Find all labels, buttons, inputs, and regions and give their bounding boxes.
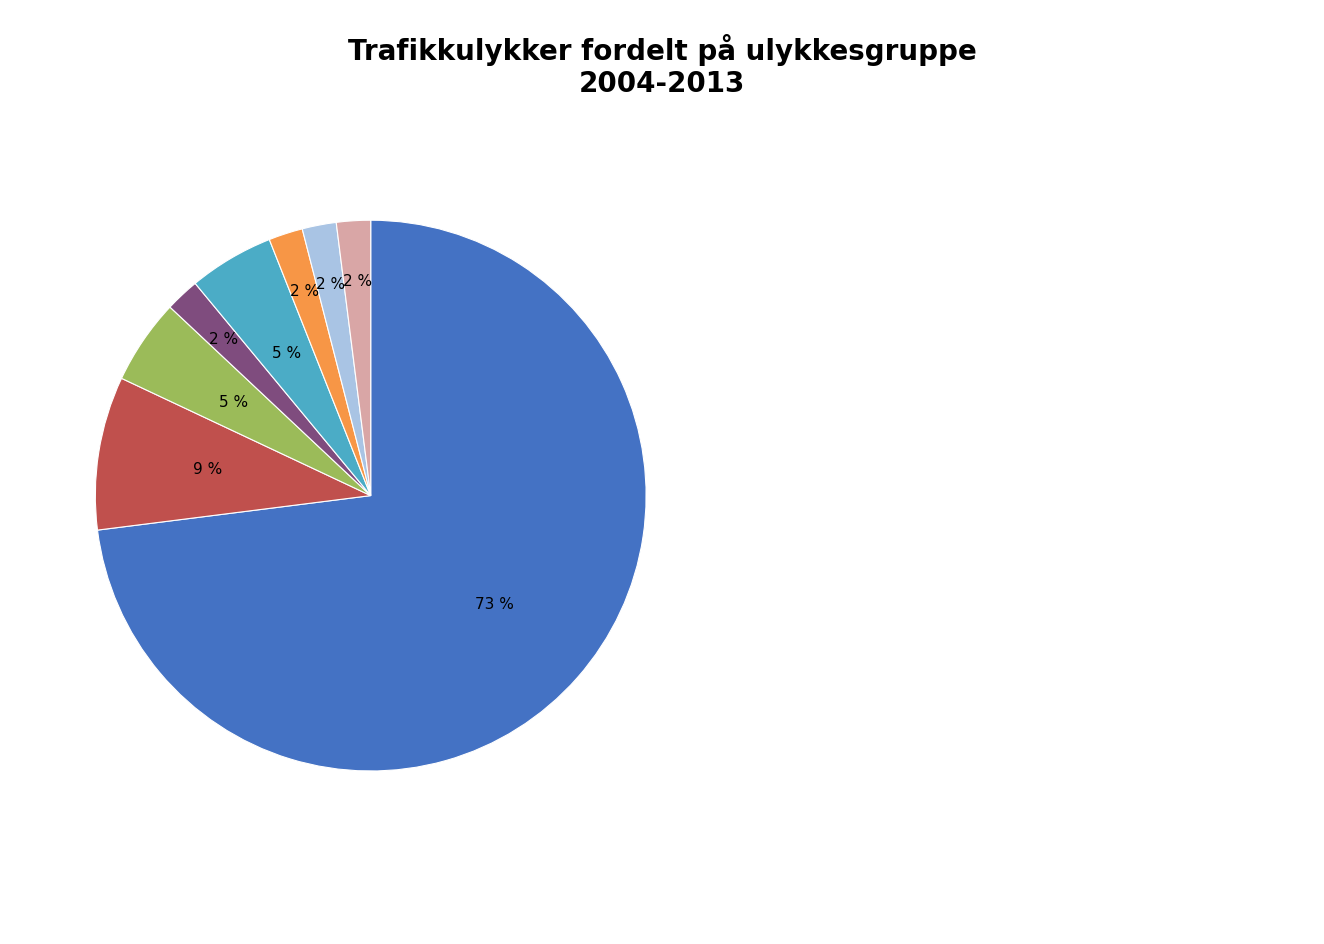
Wedge shape — [195, 240, 371, 496]
Text: 2 %: 2 % — [209, 331, 238, 346]
Wedge shape — [302, 223, 371, 496]
Wedge shape — [95, 379, 371, 531]
Text: 73 %: 73 % — [475, 598, 514, 613]
Wedge shape — [336, 220, 371, 496]
Wedge shape — [269, 228, 371, 496]
Text: 5 %: 5 % — [220, 396, 249, 411]
Text: 2 %: 2 % — [343, 274, 372, 289]
Text: 2 %: 2 % — [316, 278, 346, 292]
Text: 2 %: 2 % — [290, 284, 319, 299]
Wedge shape — [98, 220, 646, 771]
Text: Trafikkulykker fordelt på ulykkesgruppe
2004-2013: Trafikkulykker fordelt på ulykkesgruppe … — [348, 34, 976, 98]
Text: 9 %: 9 % — [193, 463, 222, 478]
Text: 5 %: 5 % — [271, 346, 301, 361]
Legend: Enslige kjøretøy utenfor veien, Andre møteulykker, Samme og motsatt kjøreretning: Enslige kjøretøy utenfor veien, Andre mø… — [723, 374, 1133, 665]
Wedge shape — [169, 283, 371, 496]
Wedge shape — [122, 307, 371, 496]
